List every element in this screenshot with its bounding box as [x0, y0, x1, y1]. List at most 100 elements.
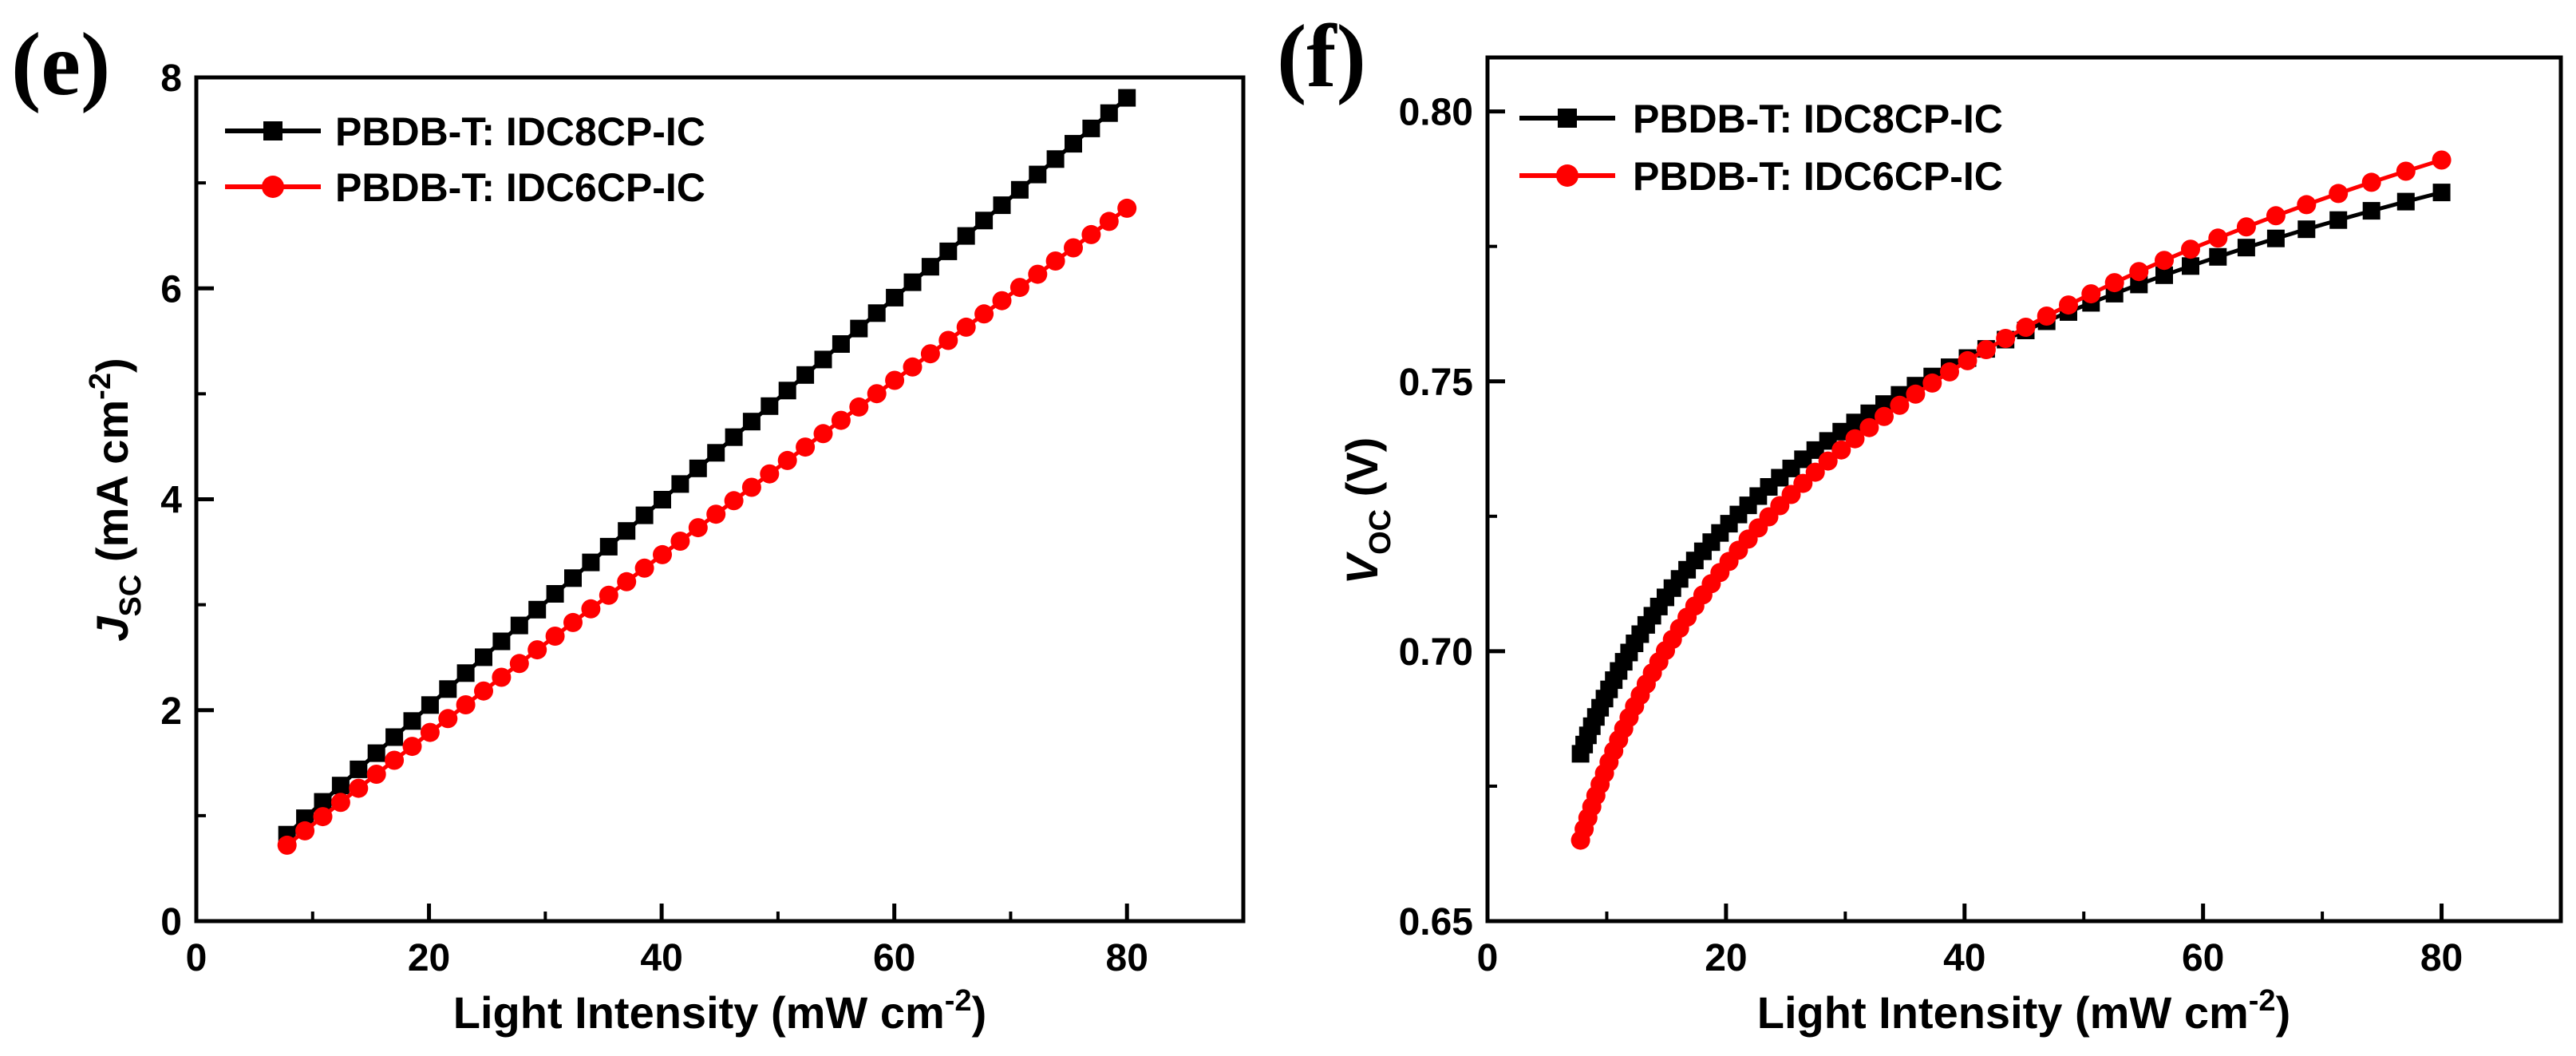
y-tick-labels-e: 0 2 4 6 8: [160, 57, 182, 943]
data-point-e-1-2: [313, 807, 333, 827]
data-point-e-0-22: [671, 475, 689, 493]
data-point-f-1-42: [1940, 362, 1959, 382]
data-point-f-0-53: [2182, 257, 2199, 275]
data-point-e-0-29: [796, 366, 815, 384]
data-point-e-1-3: [330, 793, 350, 813]
x-axis-label-e-close: ): [972, 987, 987, 1038]
axis-ticks-e: [194, 75, 1129, 924]
data-point-e-1-4: [349, 778, 369, 798]
data-point-e-1-44: [1064, 238, 1083, 258]
y-axis-label-f-symbol: V: [1337, 551, 1387, 584]
y-tick-label-f-3: 0.80: [1399, 92, 1473, 134]
data-point-e-1-9: [438, 709, 458, 729]
data-point-e-0-33: [867, 304, 886, 322]
y-axis-label-e-unit: (mA cm: [87, 400, 137, 575]
x-axis-label-f-sup: -2: [2249, 984, 2276, 1018]
data-point-e-0-31: [832, 335, 850, 353]
x-tick-labels-f: 0 20 40 60 80: [1477, 937, 2463, 979]
data-point-e-1-20: [634, 558, 654, 578]
y-axis-label-f-unit: (V): [1337, 437, 1387, 509]
data-point-e-0-16: [564, 569, 582, 587]
data-point-f-1-60: [2396, 161, 2416, 181]
data-point-f-0-51: [2130, 275, 2148, 294]
data-point-e-1-19: [617, 572, 637, 591]
data-point-f-1-59: [2361, 172, 2381, 192]
y-axis-label-e-close: ): [87, 358, 137, 373]
legend-label-e-1: PBDB-T: IDC6CP-IC: [335, 165, 705, 210]
data-point-e-0-32: [850, 319, 868, 338]
data-point-e-1-27: [760, 464, 780, 484]
y-tick-label-e-4: 8: [160, 57, 182, 100]
legend-e: PBDB-T: IDC8CP-IC PBDB-T: IDC6CP-IC: [225, 109, 705, 210]
data-point-e-1-10: [456, 695, 476, 714]
data-point-e-1-30: [813, 424, 833, 444]
data-point-f-0-57: [2297, 220, 2316, 239]
data-point-e-1-15: [545, 627, 565, 646]
data-point-f-1-34: [1818, 451, 1838, 471]
data-point-f-1-32: [1793, 473, 1813, 493]
data-point-f-1-36: [1845, 429, 1865, 449]
x-tick-label-e-4: 80: [1106, 937, 1148, 979]
x-tick-label-e-0: 0: [186, 937, 207, 979]
data-point-e-1-6: [385, 750, 405, 770]
data-point-f-0-54: [2209, 247, 2227, 266]
data-point-e-0-8: [421, 696, 439, 714]
data-point-e-1-31: [831, 410, 851, 430]
x-axis-label-f-text: Light Intensity (mW cm: [1757, 987, 2249, 1038]
legend-label-e-0: PBDB-T: IDC8CP-IC: [335, 109, 705, 154]
data-point-e-1-21: [653, 544, 672, 564]
data-point-f-0-55: [2237, 239, 2255, 257]
data-point-f-1-49: [2081, 284, 2101, 304]
data-point-e-1-22: [670, 532, 690, 551]
x-axis-label-f-close: ): [2276, 987, 2291, 1038]
data-point-e-0-36: [921, 258, 939, 276]
y-axis-label-e-symbol: J: [87, 615, 137, 642]
data-point-f-1-56: [2266, 206, 2286, 226]
data-point-e-0-44: [1065, 135, 1082, 153]
legend-label-f-0: PBDB-T: IDC8CP-IC: [1633, 97, 2003, 141]
data-point-e-0-14: [528, 600, 547, 619]
data-point-f-1-53: [2181, 239, 2200, 259]
series-e-1: [277, 198, 1137, 855]
data-point-e-0-13: [510, 616, 528, 635]
x-tick-label-f-0: 0: [1477, 937, 1499, 979]
data-point-e-1-46: [1099, 212, 1119, 231]
panel-label-f: (f): [1277, 7, 1366, 106]
data-point-e-1-33: [867, 384, 887, 404]
y-tick-label-e-0: 0: [160, 901, 182, 943]
y-axis-label-f: VOC (V): [1337, 437, 1397, 585]
data-point-e-1-5: [366, 765, 386, 784]
data-point-e-0-25: [725, 428, 743, 446]
data-point-f-0-36: [1846, 413, 1864, 432]
data-point-f-1-35: [1831, 440, 1851, 460]
data-point-e-0-7: [403, 712, 421, 730]
data-point-e-1-18: [599, 585, 618, 605]
data-series-e: [277, 89, 1137, 855]
data-point-f-1-37: [1859, 417, 1879, 437]
data-point-f-1-57: [2297, 195, 2317, 215]
data-series-f: [1570, 150, 2452, 850]
data-point-e-1-26: [741, 477, 761, 497]
series-line-f-1: [1578, 158, 2443, 841]
data-point-e-0-3: [331, 777, 350, 795]
data-point-e-1-23: [688, 518, 708, 538]
x-axis-label-e-sup: -2: [945, 984, 972, 1018]
data-point-f-0-37: [1860, 404, 1879, 422]
data-point-e-1-8: [420, 722, 440, 742]
data-point-e-1-36: [920, 344, 940, 364]
data-point-f-1-33: [1805, 462, 1825, 482]
data-point-e-0-17: [582, 553, 600, 572]
y-tick-label-f-2: 0.75: [1399, 362, 1473, 404]
data-point-e-0-30: [814, 350, 832, 369]
y-tick-label-e-1: 2: [160, 690, 182, 733]
x-axis-label-e-text: Light Intensity (mW cm: [453, 987, 945, 1038]
data-point-e-1-37: [938, 330, 958, 350]
data-point-e-0-2: [314, 793, 332, 811]
data-point-e-1-25: [724, 491, 744, 511]
x-tick-label-f-3: 60: [2182, 937, 2224, 979]
data-point-f-1-47: [2037, 307, 2056, 326]
data-point-e-1-47: [1117, 198, 1137, 218]
panel-label-e: (e): [11, 15, 110, 114]
data-point-e-1-28: [777, 450, 797, 470]
